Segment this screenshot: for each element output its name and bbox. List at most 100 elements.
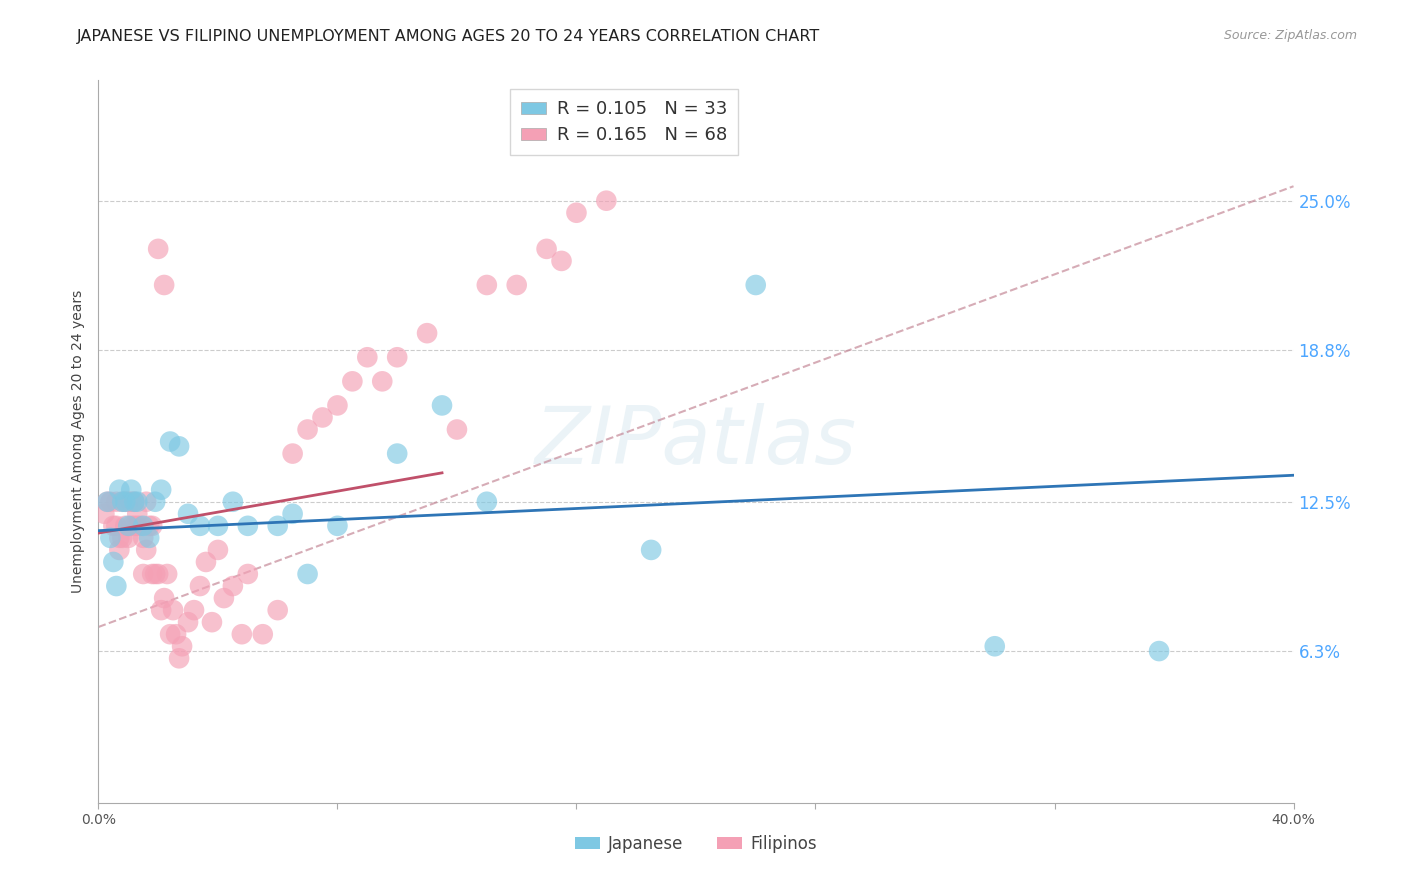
Point [640,542,662,557]
Point [120,518,142,533]
Point [127,507,149,521]
Point [188,518,211,533]
Point [98,531,122,545]
Point [267,603,290,617]
Point [148,567,170,582]
Point [96,494,118,508]
Point [475,277,498,292]
Point [103,518,125,533]
Legend: Japanese, Filipinos: Japanese, Filipinos [568,828,824,860]
Point [153,591,176,605]
Point [156,567,179,582]
Point [138,518,160,533]
Point [167,651,190,665]
Point [98,494,122,508]
Point [371,374,394,388]
Point [356,350,378,364]
Point [326,518,349,533]
Point [153,277,176,292]
Point [177,615,200,630]
Point [281,507,304,521]
Point [129,518,152,533]
Point [297,422,319,436]
Point [506,277,529,292]
Point [430,398,453,412]
Point [150,483,173,497]
Point [105,518,128,533]
Point [236,567,259,582]
Point [127,494,149,508]
Point [212,591,235,605]
Point [252,627,274,641]
Point [141,518,163,533]
Point [595,194,617,208]
Point [138,531,160,545]
Point [222,579,245,593]
Point [162,603,184,617]
Point [105,579,128,593]
Point [267,518,290,533]
Point [143,494,166,508]
Point [114,494,136,508]
Point [108,531,131,545]
Point [475,494,498,508]
Point [114,494,136,508]
Point [148,242,170,256]
Point [111,494,134,508]
Point [1147,644,1170,658]
Point [132,567,155,582]
Point [159,434,181,449]
Point [117,494,139,508]
Point [222,494,245,508]
Point [120,483,142,497]
Point [124,518,146,533]
Point [159,627,181,641]
Point [124,494,146,508]
Point [297,567,319,582]
Text: ZIPatlas: ZIPatlas [534,402,858,481]
Point [565,205,588,219]
Point [132,518,155,533]
Point [416,326,439,340]
Point [550,253,572,268]
Point [236,518,259,533]
Point [127,518,149,533]
Point [105,494,128,508]
Point [745,277,768,292]
Y-axis label: Unemployment Among Ages 20 to 24 years: Unemployment Among Ages 20 to 24 years [72,290,86,593]
Point [117,531,139,545]
Point [207,542,229,557]
Point [117,518,139,533]
Point [536,242,558,256]
Point [103,555,125,569]
Point [114,518,136,533]
Point [93,507,115,521]
Point [281,446,304,460]
Point [165,627,187,641]
Point [984,639,1007,653]
Point [207,518,229,533]
Point [108,483,131,497]
Point [385,350,409,364]
Point [342,374,364,388]
Point [132,531,155,545]
Point [111,531,134,545]
Point [231,627,253,641]
Point [135,494,157,508]
Point [143,567,166,582]
Point [167,439,190,453]
Point [135,542,157,557]
Text: Source: ZipAtlas.com: Source: ZipAtlas.com [1223,29,1357,42]
Point [183,603,205,617]
Point [150,603,173,617]
Point [124,494,146,508]
Point [96,494,118,508]
Point [141,567,163,582]
Point [111,494,134,508]
Point [446,422,468,436]
Point [120,494,142,508]
Point [177,507,200,521]
Point [385,446,409,460]
Point [201,615,224,630]
Point [311,410,333,425]
